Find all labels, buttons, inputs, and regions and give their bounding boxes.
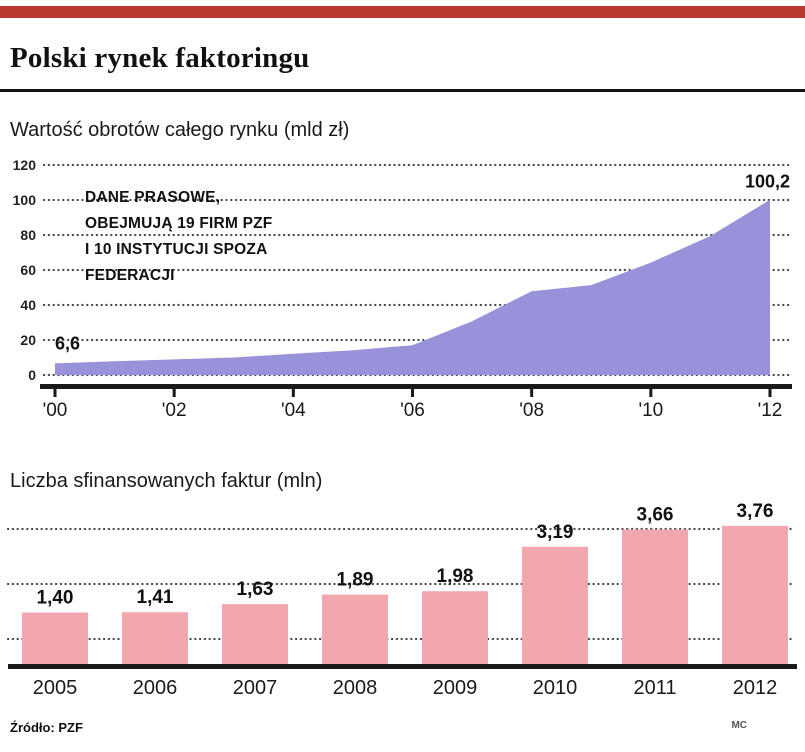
bar-category-label: 2012 (733, 677, 778, 699)
bar (522, 546, 588, 664)
annotation-line: FEDERACJI (85, 267, 175, 284)
bar (222, 604, 288, 664)
x-tick-label: '06 (400, 400, 425, 421)
credit-label: MC (731, 720, 747, 731)
bar-category-label: 2011 (633, 677, 676, 699)
baseline-axis (8, 664, 797, 669)
x-tick-label: '08 (519, 400, 544, 421)
y-tick-label: 0 (28, 367, 36, 383)
bar-chart-svg: 1,40 2005 1,41 2006 1,63 2007 1,89 2008 1,98 2009… (6, 501, 797, 699)
area-series (55, 199, 770, 375)
bar-category-label: 2005 (33, 677, 78, 699)
x-tick-label: '00 (43, 400, 68, 421)
annotation-line: OBEJMUJĄ 19 FIRM PZF (85, 215, 272, 232)
x-tick (649, 389, 653, 397)
bar (722, 525, 788, 664)
x-tick (530, 389, 534, 397)
x-tick (53, 389, 57, 397)
annotation-line: DANE PRASOWE, (85, 189, 220, 206)
bar-value-label: 3,19 (537, 522, 574, 543)
top-accent-bar (0, 6, 805, 18)
footer: Źródło: PZF MC (0, 704, 805, 735)
point-label-end: 100,2 (745, 172, 790, 192)
bar-category-label: 2006 (133, 677, 178, 699)
y-tick-label: 60 (20, 262, 36, 278)
bar-category-label: 2010 (533, 677, 578, 699)
y-tick-label: 120 (13, 157, 37, 173)
area-chart-title: Wartość obrotów całego rynku (mld zł) (10, 119, 350, 141)
bar (22, 612, 88, 664)
bar-value-label: 3,76 (737, 501, 774, 522)
bar-value-label: 1,89 (337, 570, 374, 591)
point-label-start: 6,6 (55, 333, 80, 353)
y-tick-label: 20 (20, 332, 36, 348)
bar-category-label: 2007 (233, 677, 278, 699)
bar-value-label: 1,40 (37, 588, 74, 609)
bar-value-label: 1,41 (137, 587, 174, 608)
bar-category-label: 2008 (333, 677, 378, 699)
area-chart-svg: 0 20 40 60 80 100 120 '00 '02 '04 '06 '08 '10 '12 DANE… (13, 157, 794, 421)
bar (322, 594, 388, 664)
bar-value-label: 1,98 (437, 566, 474, 587)
title-divider (0, 89, 805, 92)
bar (422, 591, 488, 664)
x-tick (172, 389, 176, 397)
annotation-line: I 10 INSTYTUCJI SPOZA (85, 241, 268, 258)
bar (122, 612, 188, 664)
x-axis (40, 384, 792, 389)
x-tick-label: '04 (281, 400, 306, 421)
x-tick-label: '12 (758, 400, 783, 421)
x-tick (768, 389, 772, 397)
bar-category-label: 2009 (433, 677, 478, 699)
y-tick-label: 40 (20, 297, 36, 313)
y-tick-label: 100 (13, 192, 37, 208)
x-tick-label: '02 (162, 400, 187, 421)
source-label: Źródło: PZF (10, 720, 83, 735)
bar-value-label: 1,63 (237, 579, 274, 600)
bar (622, 529, 688, 664)
x-tick-label: '10 (638, 400, 663, 421)
y-tick-label: 80 (20, 227, 36, 243)
x-tick (411, 389, 414, 397)
x-tick (291, 389, 295, 397)
bar-value-label: 3,66 (637, 504, 674, 525)
bar-chart-title: Liczba sfinansowanych faktur (mln) (10, 470, 323, 492)
page-title: Polski rynek faktoringu (10, 42, 310, 74)
